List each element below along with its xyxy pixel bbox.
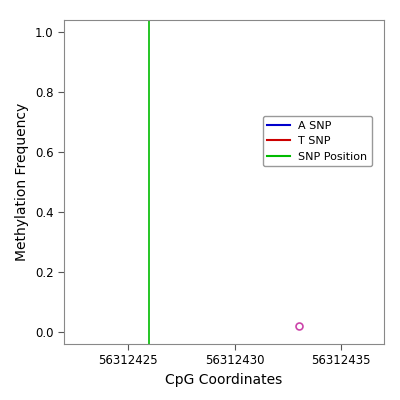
X-axis label: CpG Coordinates: CpG Coordinates [165,373,283,387]
Legend: A SNP, T SNP, SNP Position: A SNP, T SNP, SNP Position [263,116,372,166]
Y-axis label: Methylation Frequency: Methylation Frequency [16,103,30,261]
